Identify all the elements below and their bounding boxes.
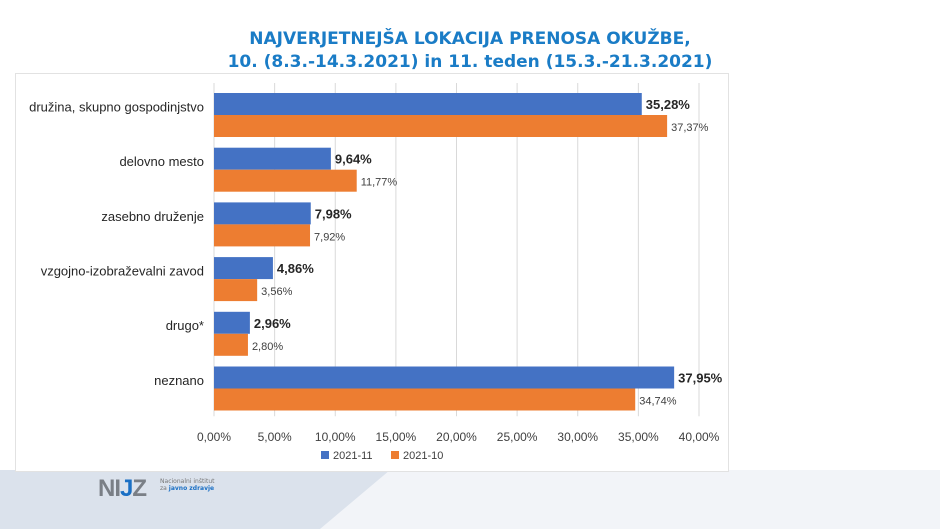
x-tick-label: 15,00%: [376, 430, 417, 444]
data-label: 35,28%: [646, 97, 691, 112]
x-tick-label: 5,00%: [258, 430, 292, 444]
category-label: drugo*: [166, 318, 204, 333]
bar-2021-11: [214, 257, 273, 280]
nijz-logo: NIJZ Nacionalni inštitut za javno zdravj…: [98, 475, 214, 503]
x-tick-label: 30,00%: [557, 430, 598, 444]
legend-swatch: [321, 451, 329, 459]
x-tick-label: 10,00%: [315, 430, 356, 444]
data-label: 9,64%: [335, 152, 372, 167]
bar-2021-10: [214, 224, 311, 247]
data-label: 3,56%: [261, 286, 292, 298]
bar-chart: 0,00% 5,00% 10,00% 15,00% 20,00% 25,00% 30,00%…: [29, 83, 723, 462]
chart-area: 0,00% 5,00% 10,00% 15,00% 20,00% 25,00% 30,00%…: [15, 73, 729, 472]
data-label: 7,98%: [315, 206, 352, 221]
bar-2021-11: [214, 366, 675, 389]
data-label: 37,95%: [678, 371, 723, 386]
data-label: 4,86%: [277, 261, 314, 276]
title-line-1: NAJVERJETNEJŠA LOKACIJA PRENOSA OKUŽBE,: [249, 29, 691, 49]
data-label: 34,74%: [639, 396, 677, 408]
bar-2021-10: [214, 279, 258, 302]
x-tick-label: 25,00%: [497, 430, 538, 444]
data-label: 11,77%: [361, 177, 398, 189]
category-label: neznano: [154, 373, 204, 388]
x-tick-label: 35,00%: [618, 430, 659, 444]
bar-2021-10: [214, 388, 636, 411]
category-label: vzgojno-izobraževalni zavod: [41, 263, 204, 278]
bar-2021-11: [214, 147, 331, 170]
bar-2021-10: [214, 115, 668, 137]
data-label: 2,96%: [254, 316, 291, 331]
data-label: 37,37%: [671, 122, 709, 134]
bar-2021-10: [214, 169, 357, 192]
bar-2021-11: [214, 93, 642, 115]
data-label: 2,80%: [252, 341, 283, 353]
x-tick-label: 0,00%: [197, 430, 231, 444]
title-line-2: 10. (8.3.-14.3.2021) in 11. teden (15.3.…: [227, 52, 713, 72]
logo-mark: NIJZ: [98, 475, 147, 502]
category-label: družina, skupno gospodinjstvo: [29, 99, 204, 114]
legend-label: 2021-11: [333, 450, 373, 462]
x-tick-label: 20,00%: [436, 430, 477, 444]
x-tick-label: 40,00%: [679, 430, 720, 444]
bar-2021-11: [214, 311, 250, 334]
category-label: delovno mesto: [119, 154, 204, 169]
logo-text: Nacionalni inštitut za javno zdravje: [160, 478, 215, 492]
chart-title: NAJVERJETNEJŠA LOKACIJA PRENOSA OKUŽBE, …: [150, 28, 790, 74]
category-label: zasebno druženje: [101, 209, 204, 224]
legend-swatch: [391, 451, 399, 459]
bar-2021-10: [214, 333, 248, 356]
data-label: 7,92%: [314, 231, 345, 243]
bar-2021-11: [214, 202, 311, 225]
legend-label: 2021-10: [403, 450, 443, 462]
